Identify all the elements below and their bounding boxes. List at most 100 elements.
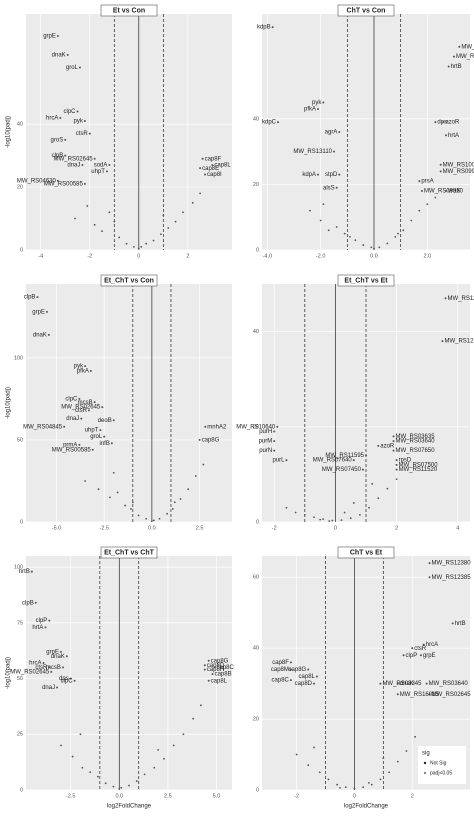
gene-label: grpE <box>43 34 56 40</box>
y-tick-label: 75 <box>17 620 23 626</box>
data-point <box>373 247 375 250</box>
y-tick-label: 0 <box>256 247 259 253</box>
plot-background <box>262 284 470 522</box>
data-point <box>159 233 162 236</box>
gene-point <box>48 619 51 622</box>
data-point <box>313 516 315 519</box>
data-point <box>128 784 130 787</box>
gene-label: cap8L <box>211 678 228 684</box>
data-point <box>434 196 437 199</box>
gene-label: MW_RS03640 <box>429 681 469 687</box>
gene-point <box>204 425 207 428</box>
y-tick-label: 20 <box>253 424 259 430</box>
gene-label: groL <box>90 434 103 440</box>
gene-label: MW_RS07650 <box>396 448 436 454</box>
gene-point <box>56 179 59 182</box>
data-point <box>379 778 382 781</box>
gene-label: MW_RS04630 <box>17 178 57 184</box>
gene-label: dnaJ <box>66 416 79 422</box>
data-point <box>171 507 174 510</box>
gene-point <box>105 170 108 173</box>
gene-label: dnaJ <box>42 685 55 691</box>
y-tick-label: 100 <box>14 565 23 571</box>
data-point <box>166 512 169 515</box>
gene-point <box>445 134 447 137</box>
gene-point <box>108 164 111 167</box>
data-point <box>79 733 82 736</box>
gene-label: MW_RS13110 <box>293 149 332 155</box>
data-point <box>125 242 128 245</box>
gene-point <box>392 440 395 443</box>
data-point <box>322 518 325 521</box>
x-tick-label: 0.0 <box>115 793 123 799</box>
gene-point <box>89 369 92 372</box>
data-point <box>327 229 330 232</box>
gene-label: cap8D <box>207 663 225 669</box>
data-point <box>426 203 429 206</box>
data-point <box>131 501 134 504</box>
data-point <box>199 192 202 195</box>
title-box <box>337 274 395 287</box>
y-tick-label: 0 <box>20 787 23 793</box>
gene-label: pyk <box>312 100 322 106</box>
gene-point <box>338 173 341 176</box>
data-point <box>163 757 165 760</box>
data-point <box>135 780 138 782</box>
gene-point <box>64 154 67 157</box>
y-tick-label: 20 <box>253 182 259 188</box>
y-tick-label: 0 <box>256 787 259 793</box>
data-point <box>319 518 322 521</box>
data-point <box>388 771 391 774</box>
gene-point <box>277 121 279 124</box>
gene-label: kdpA <box>302 172 316 178</box>
gene-label: dnaK <box>52 52 66 58</box>
gene-label: MW_RS04845 <box>23 424 63 430</box>
gene-point <box>93 157 96 160</box>
panel-title: Et_ChT vs Con <box>104 277 154 284</box>
x-tick-label: -2 <box>294 793 299 799</box>
gene-label: ctsR <box>76 131 89 137</box>
x-tick-label: -2 <box>272 525 277 531</box>
x-tick-label: 2 <box>411 793 414 799</box>
gene-point <box>447 65 450 68</box>
gene-point <box>44 626 47 629</box>
gene-point <box>78 443 81 446</box>
gene-label: MW_RS00585 <box>52 447 92 453</box>
data-point <box>358 513 361 516</box>
panel-title: ChT vs Con <box>347 7 386 14</box>
data-point <box>353 787 356 790</box>
gene-label: MW_RS02645 <box>61 405 101 411</box>
gene-point <box>365 454 367 457</box>
gene-point <box>112 419 115 422</box>
gene-label: ctsR <box>414 646 427 652</box>
gene-point <box>211 673 214 676</box>
gene-point <box>428 576 431 579</box>
gene-label: kdpC <box>262 120 277 126</box>
data-point <box>113 220 116 223</box>
data-point <box>182 733 185 736</box>
y-tick-label: 40 <box>253 116 259 122</box>
gene-label: cap8L <box>214 163 231 169</box>
data-point <box>397 232 399 235</box>
legend-swatch <box>423 761 427 765</box>
x-tick-label: 4 <box>456 525 459 531</box>
gene-point <box>203 664 206 667</box>
x-tick-label: 0 <box>334 525 337 531</box>
gene-point <box>207 679 210 682</box>
data-point <box>192 717 195 720</box>
gene-point <box>78 66 81 69</box>
data-point <box>328 520 331 522</box>
data-point <box>74 217 76 220</box>
x-tick-label: -5.0 <box>52 525 61 531</box>
data-point <box>108 211 111 214</box>
gene-point <box>59 116 62 119</box>
gene-label: MW_RS10640 <box>236 424 276 430</box>
x-tick-label: -4 <box>38 253 43 259</box>
panel-title: ChT vs Et <box>350 549 383 556</box>
y-tick-label: 0 <box>20 519 23 525</box>
gene-label: purM <box>259 439 273 445</box>
y-tick-label: 25 <box>17 732 23 738</box>
gene-point <box>451 622 454 625</box>
x-tick-label: 2.5 <box>196 525 204 531</box>
